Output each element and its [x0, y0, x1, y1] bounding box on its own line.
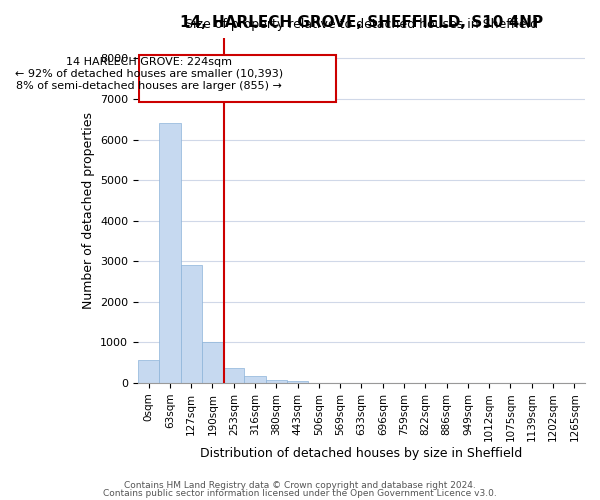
Bar	[138, 360, 159, 383]
Bar	[244, 376, 266, 383]
Bar	[181, 266, 202, 383]
Y-axis label: Number of detached properties: Number of detached properties	[82, 112, 95, 309]
Bar	[287, 381, 308, 383]
Text: 8% of semi-detached houses are larger (855) →: 8% of semi-detached houses are larger (8…	[16, 81, 281, 91]
Text: Contains public sector information licensed under the Open Government Licence v3: Contains public sector information licen…	[103, 488, 497, 498]
Text: Size of property relative to detached houses in Sheffield: Size of property relative to detached ho…	[185, 18, 538, 31]
Text: Contains HM Land Registry data © Crown copyright and database right 2024.: Contains HM Land Registry data © Crown c…	[124, 481, 476, 490]
Bar	[266, 380, 287, 383]
Bar	[139, 55, 336, 102]
Title: 14, HARLECH GROVE, SHEFFIELD, S10 4NP: 14, HARLECH GROVE, SHEFFIELD, S10 4NP	[180, 15, 543, 30]
Bar	[202, 342, 223, 383]
Text: 14 HARLECH GROVE: 224sqm: 14 HARLECH GROVE: 224sqm	[65, 56, 232, 66]
Bar	[223, 368, 244, 383]
X-axis label: Distribution of detached houses by size in Sheffield: Distribution of detached houses by size …	[200, 447, 523, 460]
Text: ← 92% of detached houses are smaller (10,393): ← 92% of detached houses are smaller (10…	[14, 69, 283, 79]
Bar	[159, 124, 181, 383]
